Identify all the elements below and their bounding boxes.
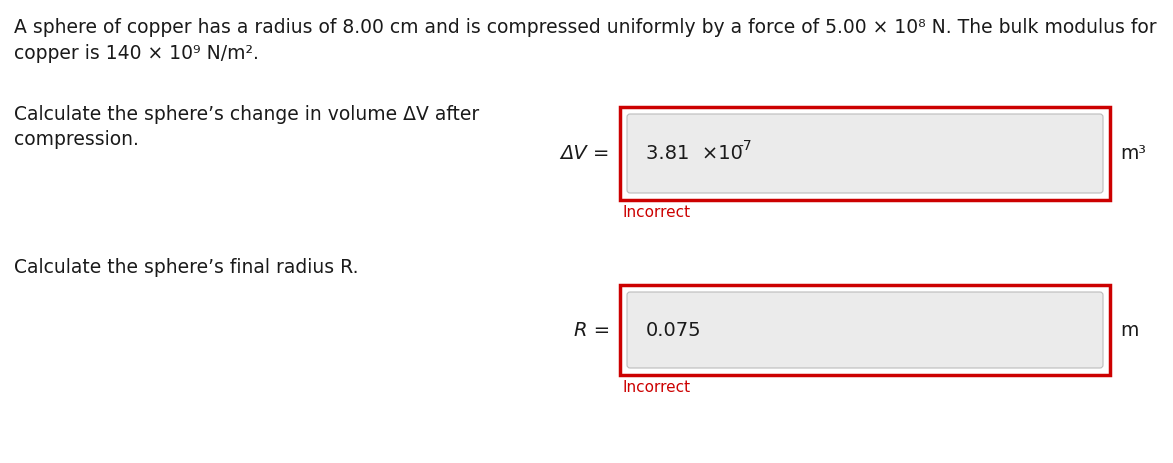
Text: Calculate the sphere’s change in volume ΔV after: Calculate the sphere’s change in volume … bbox=[14, 105, 480, 124]
Bar bbox=[621, 285, 1110, 375]
Text: Calculate the sphere’s final radius R.: Calculate the sphere’s final radius R. bbox=[14, 258, 359, 277]
Bar bbox=[621, 107, 1110, 200]
Text: -7: -7 bbox=[738, 138, 752, 152]
Text: copper is 140 × 10⁹ N/m².: copper is 140 × 10⁹ N/m². bbox=[14, 44, 259, 63]
Text: 3.81  ×10: 3.81 ×10 bbox=[646, 144, 743, 163]
Text: m: m bbox=[1120, 320, 1138, 339]
Text: Incorrect: Incorrect bbox=[622, 205, 690, 220]
Text: A sphere of copper has a radius of 8.00 cm and is compressed uniformly by a forc: A sphere of copper has a radius of 8.00 … bbox=[14, 18, 1157, 37]
Text: ΔV =: ΔV = bbox=[561, 144, 610, 163]
Text: Incorrect: Incorrect bbox=[622, 380, 690, 395]
Text: 0.075: 0.075 bbox=[646, 320, 701, 339]
Text: compression.: compression. bbox=[14, 130, 138, 149]
Text: m³: m³ bbox=[1120, 144, 1146, 163]
FancyBboxPatch shape bbox=[628, 114, 1103, 193]
FancyBboxPatch shape bbox=[628, 292, 1103, 368]
Text: R =: R = bbox=[574, 320, 610, 339]
